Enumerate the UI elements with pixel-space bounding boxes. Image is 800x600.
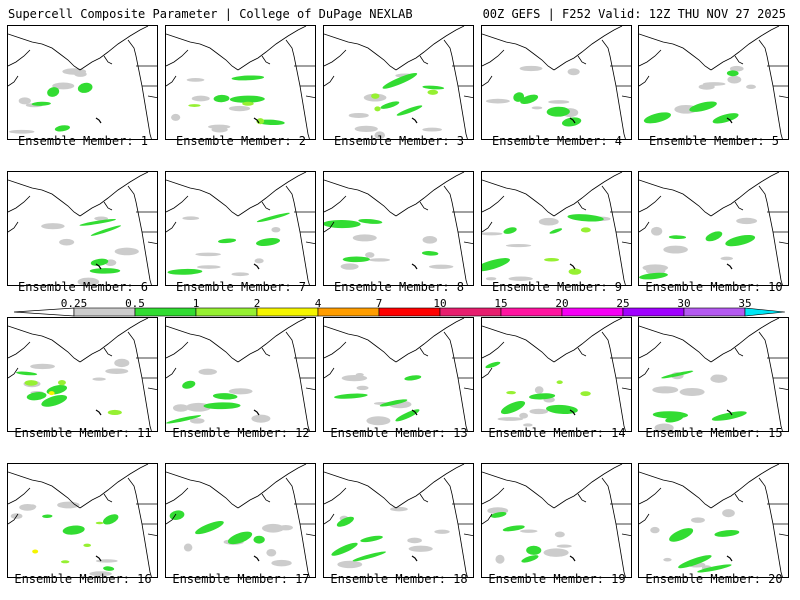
- color-scale-segment: [195, 307, 258, 317]
- color-scale-segment: [378, 307, 441, 317]
- ensemble-map-panel: [481, 317, 632, 432]
- ensemble-member-label: Ensemble Member: 5: [648, 134, 780, 148]
- run-valid-time: 00Z GEFS | F252 Valid: 12Z THU NOV 27 20…: [482, 7, 786, 21]
- color-scale-label: 15: [494, 297, 508, 310]
- scp-map: [166, 464, 315, 577]
- color-scale-label: 7: [375, 297, 383, 310]
- color-scale-segment: [256, 307, 319, 317]
- ensemble-map-panel: [7, 317, 158, 432]
- color-scale-segment: [317, 307, 380, 317]
- ensemble-member-label: Ensemble Member: 2: [175, 134, 307, 148]
- color-scale-segment: [622, 307, 685, 317]
- color-scale-bar: [13, 307, 786, 317]
- scp-map: [324, 464, 473, 577]
- scp-map: [639, 318, 788, 431]
- ensemble-map-panel: [323, 25, 474, 140]
- ensemble-member-label: Ensemble Member: 3: [333, 134, 465, 148]
- map-title: Supercell Composite Parameter | College …: [8, 7, 413, 21]
- scp-map: [639, 26, 788, 139]
- ensemble-map-panel: [165, 317, 316, 432]
- ensemble-member-label: Ensemble Member: 15: [645, 426, 783, 440]
- scp-map: [8, 464, 157, 577]
- color-scale-segment: [500, 307, 563, 317]
- scp-map: [324, 172, 473, 285]
- ensemble-map-panel: [638, 463, 789, 578]
- ensemble-member-label: Ensemble Member: 17: [172, 572, 310, 586]
- scp-map: [8, 172, 157, 285]
- ensemble-member-label: Ensemble Member: 6: [17, 280, 149, 294]
- color-scale-segment: [683, 307, 746, 317]
- ensemble-member-label: Ensemble Member: 20: [645, 572, 783, 586]
- scp-map: [639, 464, 788, 577]
- ensemble-map-panel: [481, 25, 632, 140]
- scp-map: [324, 318, 473, 431]
- color-scale-segment: [561, 307, 624, 317]
- ensemble-member-label: Ensemble Member: 13: [330, 426, 468, 440]
- ensemble-member-label: Ensemble Member: 9: [491, 280, 623, 294]
- ensemble-member-label: Ensemble Member: 11: [14, 426, 152, 440]
- ensemble-map-panel: [7, 463, 158, 578]
- color-scale-label: 25: [616, 297, 630, 310]
- scp-map: [482, 26, 631, 139]
- scp-map: [482, 464, 631, 577]
- ensemble-member-label: Ensemble Member: 14: [488, 426, 626, 440]
- color-scale-max-arrow: [744, 307, 786, 317]
- color-scale-label: 0.5: [125, 297, 145, 310]
- ensemble-member-label: Ensemble Member: 7: [175, 280, 307, 294]
- scp-map: [482, 172, 631, 285]
- color-scale-label: 2: [253, 297, 261, 310]
- scp-map: [482, 318, 631, 431]
- ensemble-map-panel: [638, 317, 789, 432]
- scp-map: [639, 172, 788, 285]
- ensemble-member-label: Ensemble Member: 12: [172, 426, 310, 440]
- ensemble-member-label: Ensemble Member: 16: [14, 572, 152, 586]
- ensemble-map-panel: [323, 171, 474, 286]
- ensemble-map-panel: [165, 463, 316, 578]
- color-scale-label: 10: [433, 297, 447, 310]
- scp-map: [8, 26, 157, 139]
- ensemble-map-panel: [165, 171, 316, 286]
- color-scale-label: 1: [192, 297, 200, 310]
- ensemble-map-panel: [638, 25, 789, 140]
- ensemble-map-panel: [481, 463, 632, 578]
- color-scale-label: 30: [677, 297, 691, 310]
- ensemble-map-panel: [7, 25, 158, 140]
- ensemble-map-panel: [323, 463, 474, 578]
- ensemble-map-panel: [7, 171, 158, 286]
- ensemble-map-panel: [165, 25, 316, 140]
- scp-map: [166, 318, 315, 431]
- scp-map: [166, 26, 315, 139]
- ensemble-member-label: Ensemble Member: 4: [491, 134, 623, 148]
- ensemble-member-label: Ensemble Member: 10: [645, 280, 783, 294]
- scp-map: [324, 26, 473, 139]
- ensemble-member-label: Ensemble Member: 8: [333, 280, 465, 294]
- ensemble-member-label: Ensemble Member: 19: [488, 572, 626, 586]
- color-scale-label: 4: [314, 297, 322, 310]
- color-scale-label: 20: [555, 297, 569, 310]
- color-scale-label: 0.25: [60, 297, 88, 310]
- ensemble-member-label: Ensemble Member: 18: [330, 572, 468, 586]
- scp-map: [8, 318, 157, 431]
- ensemble-map-panel: [323, 317, 474, 432]
- ensemble-member-label: Ensemble Member: 1: [17, 134, 149, 148]
- color-scale-segment: [439, 307, 502, 317]
- color-scale-label: 35: [738, 297, 752, 310]
- ensemble-map-panel: [481, 171, 632, 286]
- ensemble-map-panel: [638, 171, 789, 286]
- scp-map: [166, 172, 315, 285]
